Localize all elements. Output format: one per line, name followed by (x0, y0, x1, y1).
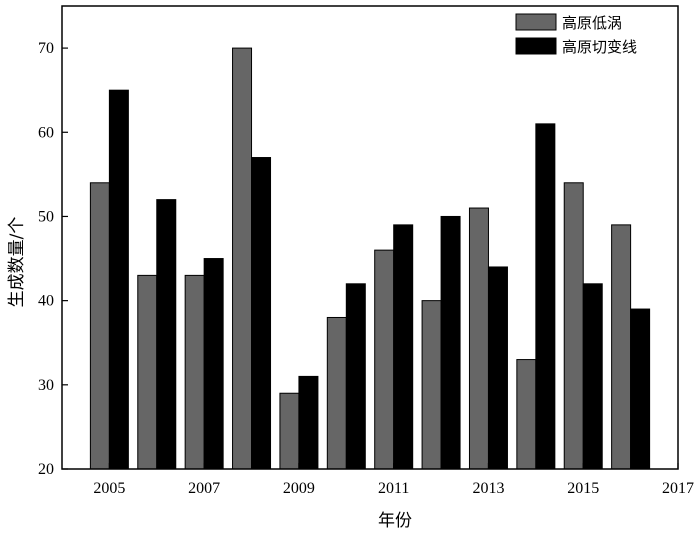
legend-swatch (515, 13, 557, 31)
x-tick-label: 2013 (472, 480, 504, 497)
y-tick-label: 60 (38, 124, 54, 141)
x-tick-label: 2011 (378, 480, 409, 497)
bar-shear-2012 (440, 215, 461, 470)
y-tick-label: 20 (38, 461, 54, 478)
x-axis-title: 年份 (378, 511, 412, 531)
bar-vortex-2011 (374, 249, 395, 470)
legend-label: 高原切变线 (562, 38, 637, 56)
bar-vortex-2015 (563, 182, 584, 470)
x-axis: 2005 2007 2009 2011 2013 2015 2017 (93, 463, 694, 497)
y-axis-title: 生成数量/个 (7, 217, 27, 308)
x-tick-label: 2017 (662, 480, 694, 497)
bar-vortex-2007 (184, 274, 205, 470)
legend-swatch (515, 37, 557, 55)
bar-vortex-2009 (279, 392, 300, 470)
bars-group (89, 47, 651, 470)
x-tick-label: 2005 (93, 480, 125, 497)
bar-shear-2014 (535, 123, 556, 470)
plot-frame (61, 5, 679, 470)
bar-shear-2006 (156, 199, 177, 470)
bar-shear-2010 (345, 283, 366, 470)
bar-vortex-2005 (89, 182, 110, 470)
bar-shear-2011 (393, 224, 414, 470)
bar-shear-2008 (251, 157, 272, 470)
bar-shear-2007 (203, 258, 224, 470)
y-tick-label: 70 (38, 40, 54, 57)
x-tick-label: 2015 (567, 480, 599, 497)
y-tick-label: 50 (38, 208, 54, 225)
y-tick-label: 30 (38, 377, 54, 394)
bar-vortex-2010 (326, 316, 347, 470)
x-tick-label: 2009 (283, 480, 315, 497)
bar-vortex-2016 (611, 224, 632, 470)
bar-shear-2016 (630, 308, 651, 470)
x-tick-label: 2007 (188, 480, 220, 497)
bar-shear-2005 (108, 89, 129, 470)
bar-shear-2013 (487, 266, 508, 470)
y-tick-label: 40 (38, 293, 54, 310)
bar-shear-2009 (298, 375, 319, 470)
bar-vortex-2006 (137, 274, 158, 470)
bar-vortex-2008 (232, 47, 253, 470)
bar-vortex-2012 (421, 300, 442, 470)
bar-shear-2015 (582, 283, 603, 470)
bar-vortex-2013 (468, 207, 489, 470)
legend-label: 高原低涡 (562, 14, 622, 32)
y-axis: 20 30 40 50 60 70 (38, 40, 68, 478)
bar-vortex-2014 (516, 359, 537, 470)
